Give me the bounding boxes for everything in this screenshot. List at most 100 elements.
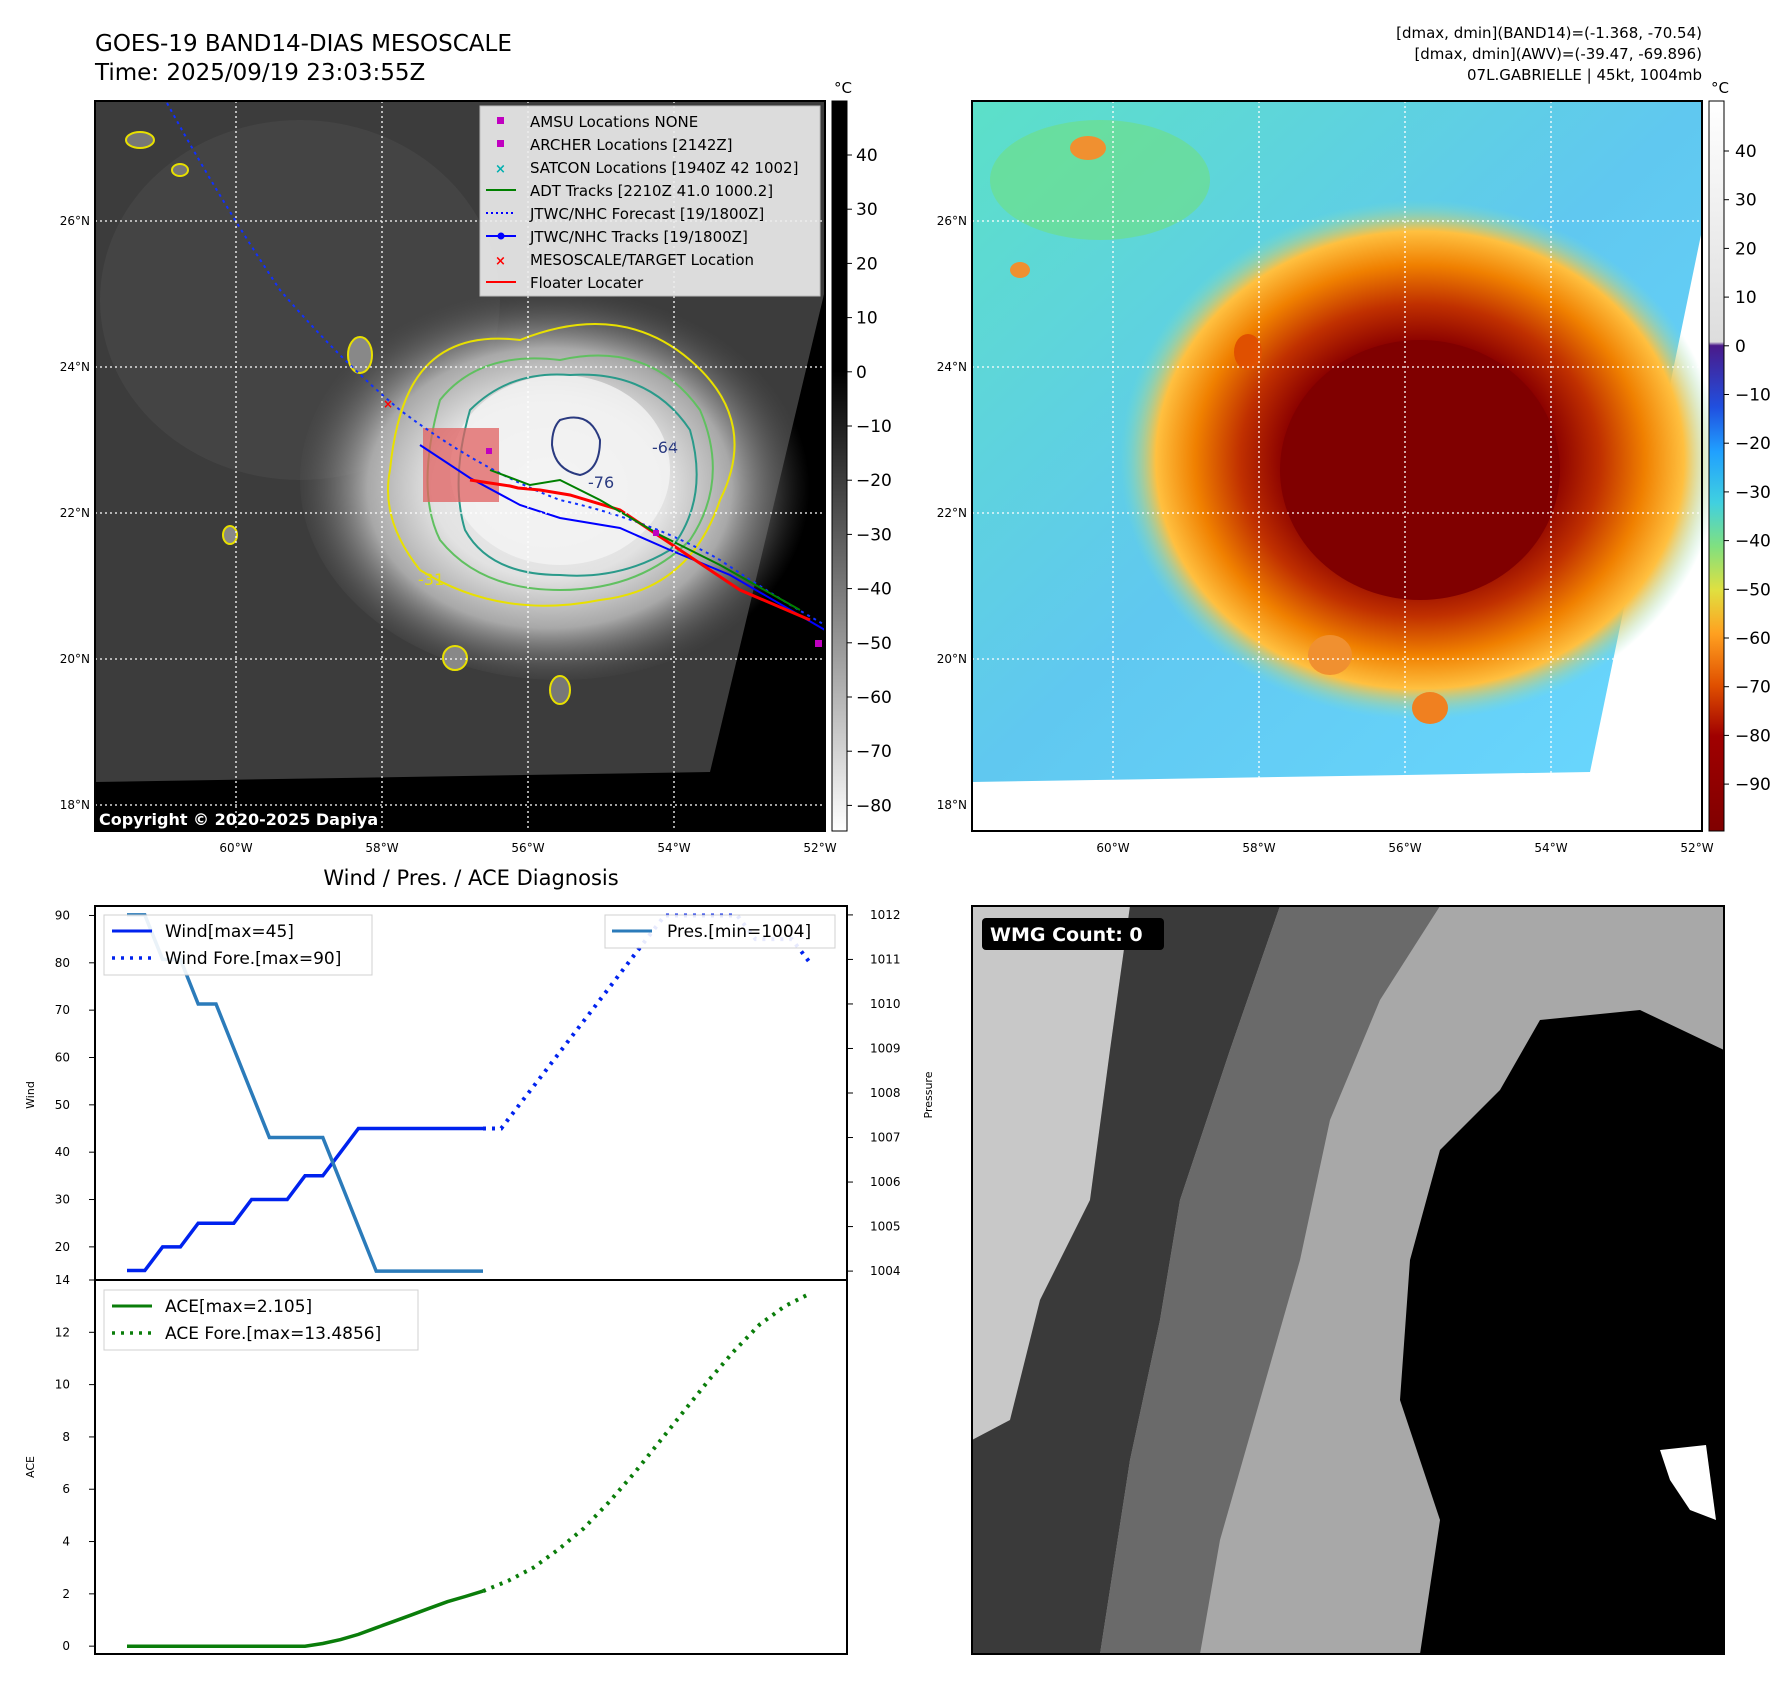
- legend-target-marker: ×: [495, 254, 506, 269]
- lat-label-26: 26°N: [60, 214, 90, 228]
- lat2-label-20: 20°N: [937, 652, 967, 666]
- lon2-label-52: 52°W: [1680, 841, 1713, 855]
- color-cb-tick-label: 20: [1735, 239, 1757, 259]
- lat-label-20: 20°N: [60, 652, 90, 666]
- lat2-label-18: 18°N: [937, 798, 967, 812]
- wind-tick-label: 80: [55, 956, 70, 970]
- wind-tick-label: 90: [55, 908, 70, 922]
- floater-track: [469, 478, 811, 622]
- ace-tick-label: 8: [62, 1430, 70, 1444]
- lon-label-54: 54°W: [657, 841, 690, 855]
- color-cb-tick-label: −90: [1735, 775, 1771, 795]
- ace-fore-legend-label: ACE Fore.[max=13.4856]: [165, 1324, 381, 1344]
- info-storm: 07L.GABRIELLE | 45kt, 1004mb: [1467, 66, 1702, 84]
- target-marker: ×: [383, 397, 393, 411]
- legend-floater: Floater Locater: [530, 274, 644, 292]
- wind-legend-label: Wind[max=45]: [165, 922, 294, 942]
- wind-legend: [103, 914, 373, 976]
- info-awv: [dmax, dmin](AWV)=(-39.47, -69.896): [1414, 45, 1702, 63]
- gray-cb-tick-label: −40: [856, 580, 892, 600]
- adt-track: [489, 469, 801, 611]
- color-cb-tick-label: 40: [1735, 142, 1757, 162]
- ace-tick-label: 2: [62, 1587, 70, 1601]
- gray-cb-tick-label: −50: [856, 634, 892, 654]
- pressure-legend-label: Pres.[min=1004]: [667, 922, 811, 942]
- pressure-tick-label: 1006: [870, 1175, 901, 1189]
- contour-navy: [550, 416, 602, 477]
- color-cb-tick-label: −50: [1735, 580, 1771, 600]
- legend-satcon-marker: ×: [495, 162, 506, 177]
- pressure-tick-label: 1011: [870, 952, 901, 966]
- wind-fore-legend-label: Wind Fore.[max=90]: [165, 949, 341, 969]
- floater-box: [423, 428, 499, 502]
- legend-target: MESOSCALE/TARGET Location: [530, 251, 754, 269]
- lat-label-24: 24°N: [60, 360, 90, 374]
- lat-label-18: 18°N: [60, 798, 90, 812]
- legend-archer-marker: [497, 140, 504, 147]
- lon2-label-60: 60°W: [1096, 841, 1129, 855]
- wind-tick-label: 30: [55, 1193, 70, 1207]
- color-cb-tick-label: 10: [1735, 288, 1757, 308]
- contour-green: [426, 354, 714, 592]
- color-cb-tick-label: −60: [1735, 629, 1771, 649]
- figure-title: GOES-19 BAND14-DIAS MESOSCALE: [95, 31, 512, 57]
- archer-marker-3: [815, 640, 822, 647]
- ace-tick-label: 0: [62, 1639, 70, 1653]
- map-legend: [479, 105, 821, 297]
- color-cb-tick-label: −70: [1735, 678, 1771, 698]
- contour-label-64: -64: [652, 438, 678, 457]
- pressure-tick-label: 1007: [870, 1131, 901, 1145]
- ir-map-panel: × -64 -76 -31 AMSU Locations NONE ARCHER…: [60, 100, 837, 855]
- gray-cb-tick-label: −20: [856, 471, 892, 491]
- color-cb-tick-label: −40: [1735, 532, 1771, 552]
- contour-label-31: -31: [418, 570, 444, 589]
- gray-cb-tick-label: −70: [856, 742, 892, 762]
- lat2-label-22: 22°N: [937, 506, 967, 520]
- gray-cb-tick-label: 0: [856, 363, 867, 383]
- gray-colorbar: °C 40 30 20 10 0 −10 −20 −30 −40 −50 −60 −70 −80: [831, 79, 892, 832]
- color-cb-tick-label: 30: [1735, 191, 1757, 211]
- wind-pressure-chart: 20 30 40 50 60 70 80 90 1004 1005 1006 1007 1008 100…: [24, 905, 935, 1281]
- color-cb-tick-label: −80: [1735, 726, 1771, 746]
- legend-tracks: JTWC/NHC Tracks [19/1800Z]: [529, 228, 748, 246]
- info-band14: [dmax, dmin](BAND14)=(-1.368, -70.54): [1396, 24, 1702, 42]
- pressure-tick-label: 1010: [870, 997, 901, 1011]
- wind-tick-label: 70: [55, 1003, 70, 1017]
- lon-label-60: 60°W: [219, 841, 252, 855]
- wmg-count: WMG Count: 0: [990, 924, 1143, 946]
- legend-amsu: AMSU Locations NONE: [530, 113, 698, 131]
- diag-title: Wind / Pres. / ACE Diagnosis: [323, 866, 618, 890]
- wind-tick-label: 60: [55, 1050, 70, 1064]
- wmg-white-spot: [1660, 1445, 1716, 1520]
- wmg-black-region: [1400, 1010, 1724, 1654]
- lat2-label-26: 26°N: [937, 214, 967, 228]
- gray-cb-tick-label: 20: [856, 254, 878, 274]
- wind-tick-label: 50: [55, 1098, 70, 1112]
- wind-tick-label: 40: [55, 1145, 70, 1159]
- figure-time: Time: 2025/09/19 23:03:55Z: [94, 60, 425, 86]
- wmg-light-region: [972, 906, 1130, 1440]
- gray-cb-tick-label: 40: [856, 146, 878, 166]
- pressure-tick-label: 1004: [870, 1264, 901, 1278]
- lat2-label-24: 24°N: [937, 360, 967, 374]
- ace-legend: [103, 1289, 419, 1351]
- wmg-mid-region: [1100, 906, 1440, 1654]
- ace-chart: 0 2 4 6 8 10 12 14 ACE ACE[max=2.105] ACE Fore.…: [24, 1273, 848, 1655]
- legend-amsu-marker: [497, 117, 504, 124]
- lon2-label-58: 58°W: [1242, 841, 1275, 855]
- pressure-tick-label: 1005: [870, 1220, 901, 1234]
- pressure-tick-label: 1009: [870, 1041, 901, 1055]
- wind-tick-label: 20: [55, 1240, 70, 1254]
- color-cb-tick-label: 0: [1735, 337, 1746, 357]
- color-colorbar: °C 40 30 20 10 0 −10 −20 −30 −40 −50 −60 −70 −80 −90: [1708, 79, 1771, 832]
- lon2-label-54: 54°W: [1534, 841, 1567, 855]
- lon2-label-56: 56°W: [1388, 841, 1421, 855]
- legend-satcon: SATCON Locations [1940Z 42 1002]: [530, 159, 798, 177]
- gray-cb-tick-label: −80: [856, 796, 892, 816]
- wind-axis-label: Wind: [24, 1081, 37, 1109]
- color-cb-tick-label: −30: [1735, 483, 1771, 503]
- ace-tick-label: 4: [62, 1535, 70, 1549]
- color-storm-core: [1280, 340, 1560, 600]
- legend-archer: ARCHER Locations [2142Z]: [530, 136, 733, 154]
- wmg-panel: WMG Count: 0: [971, 905, 1725, 1655]
